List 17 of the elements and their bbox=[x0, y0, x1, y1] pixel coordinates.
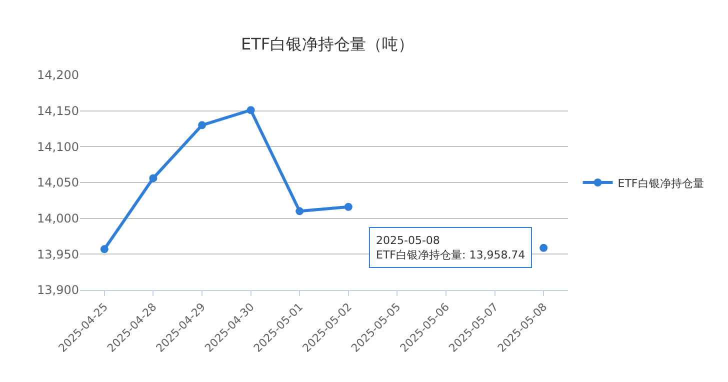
y-tick-label: 14,200 bbox=[37, 68, 79, 82]
point bbox=[344, 202, 352, 211]
point bbox=[246, 106, 255, 114]
y-tick-label: 13,900 bbox=[37, 283, 79, 298]
point bbox=[296, 207, 304, 216]
point bbox=[100, 245, 108, 254]
y-tick-label: 14,100 bbox=[37, 140, 79, 154]
legend-label: ETF白银净持仓量 bbox=[618, 176, 704, 190]
point bbox=[149, 174, 158, 182]
chart-title: ETF白银净持仓量（吨） bbox=[241, 34, 414, 54]
point bbox=[540, 244, 548, 252]
y-tick-label: 14,150 bbox=[37, 104, 79, 118]
annotation: 2025-05-08 ETF白银净持仓量: 13,958.74 bbox=[376, 234, 526, 262]
y-tick-label: 14,050 bbox=[37, 176, 79, 190]
point bbox=[198, 121, 206, 130]
y-tick-label: 13,950 bbox=[37, 247, 79, 262]
y-tick-label: 14,000 bbox=[37, 212, 79, 226]
